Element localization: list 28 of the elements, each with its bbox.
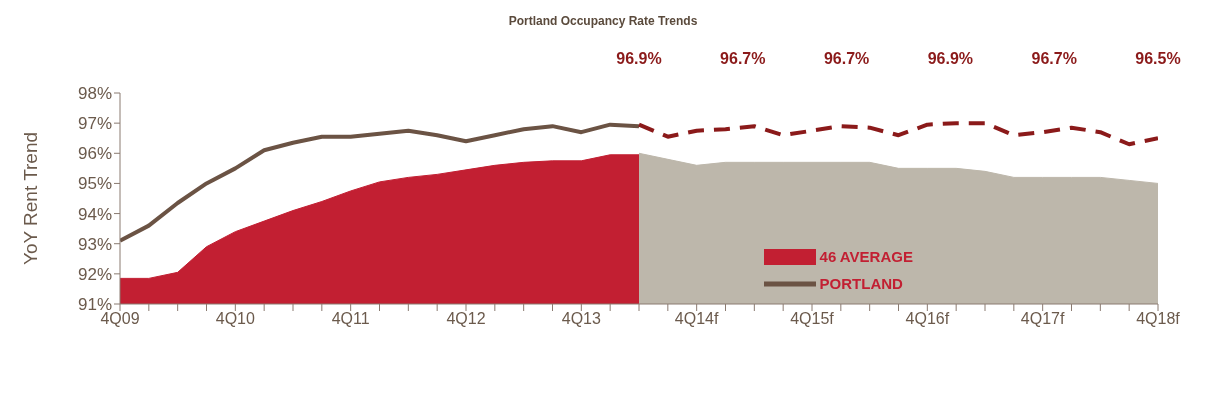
x-tick-label: 4Q12 (446, 310, 486, 328)
line-series (637, 121, 1158, 147)
y-tick-label: 92% (77, 264, 112, 284)
text: 96.7% (719, 50, 767, 68)
y-tick-label: 94% (77, 204, 112, 224)
y-tick-label: 96% (77, 144, 112, 164)
chart-title: Portland Occupancy Rate Trends (507, 14, 699, 28)
line-series (120, 122, 641, 243)
x-tick-label: 4Q16f (905, 310, 950, 328)
x-tick-label: 4Q10 (215, 310, 256, 328)
text: 96.7% (1030, 50, 1078, 68)
y-tick-label: 97% (77, 114, 112, 134)
x-tick-label: 4Q18f (1136, 310, 1181, 328)
x-tick-label: 4Q15f (790, 310, 835, 328)
legend-label: PORTLAND (819, 275, 903, 292)
x-tick-label: 4Q14f (674, 310, 720, 328)
text: 96.9% (926, 50, 975, 68)
text: 96.7% (822, 50, 871, 68)
y-axis-title: YoY Rent Trend (19, 131, 41, 266)
text: 96.9% (615, 50, 663, 68)
y-tick-label: 98% (77, 84, 112, 104)
x-tick-label: 4Q11 (331, 310, 370, 328)
legend-label: 46 AVERAGE (819, 248, 913, 265)
y-tick-label: 95% (77, 174, 112, 194)
y-tick-label: 93% (77, 234, 112, 254)
x-tick-label: 4Q13 (561, 310, 602, 328)
text: 96.5% (1134, 50, 1182, 68)
x-tick-label: 4Q17f (1020, 310, 1066, 328)
